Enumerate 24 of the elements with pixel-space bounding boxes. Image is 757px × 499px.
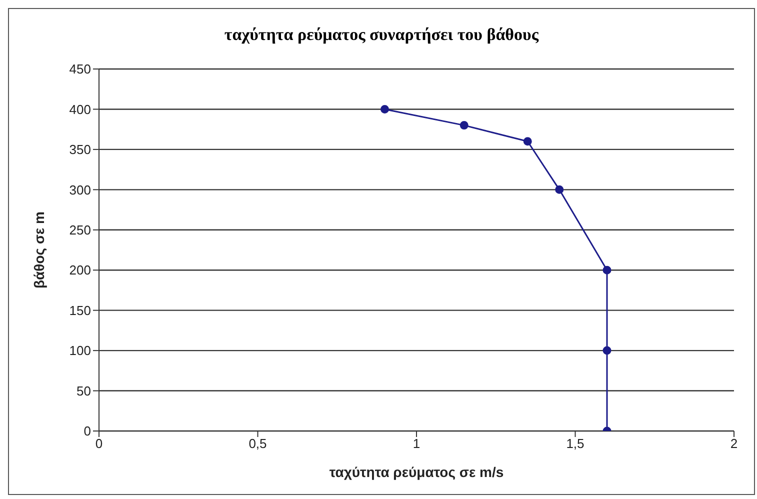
- y-tick-label: 250: [69, 222, 91, 238]
- chart-title: ταχύτητα ρεύματος συναρτήσει του βάθους: [223, 24, 540, 46]
- x-tick-label: 0: [95, 436, 103, 452]
- point: [555, 185, 564, 194]
- point: [523, 137, 532, 146]
- point: [460, 121, 468, 130]
- y-axis-title: βάθος σε m: [30, 212, 47, 288]
- x-tick-label: 0,5: [248, 436, 267, 452]
- y-tick-label: 400: [69, 102, 91, 117]
- y-tick-label: 350: [69, 142, 91, 158]
- point: [380, 104, 389, 114]
- point: [602, 346, 612, 355]
- y-tick-label: 100: [69, 343, 91, 358]
- x-tick-label: 2: [730, 436, 738, 452]
- point: [602, 266, 612, 274]
- y-tick-label: 300: [69, 182, 91, 198]
- y-tick-label: 50: [76, 383, 91, 398]
- y-tick-label: 200: [69, 262, 91, 278]
- x-axis-title: ταχύτητα ρεύματος σε m/s: [329, 464, 504, 480]
- y-tick-label: 0: [84, 424, 91, 439]
- y-tick-label: 450: [69, 62, 91, 77]
- x-tick-label: 1,5: [566, 436, 584, 452]
- x-tick-label: 1: [412, 436, 420, 452]
- y-tick-label: 150: [69, 302, 91, 318]
